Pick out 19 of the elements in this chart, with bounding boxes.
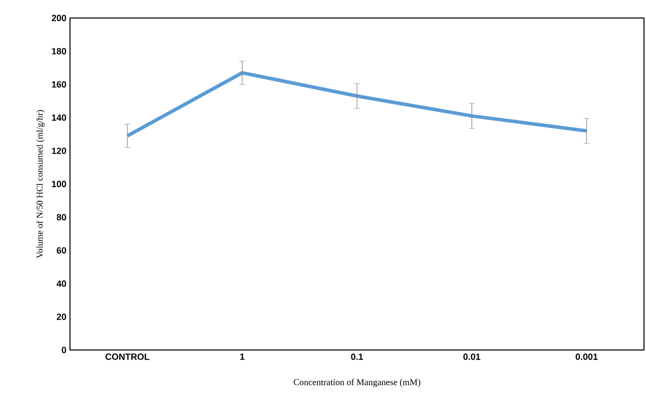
x-axis-title: Concentration of Manganese (mM) <box>294 378 420 388</box>
y-tick-label: 0 <box>62 346 66 354</box>
x-tick-label: 1 <box>240 354 244 360</box>
y-tick-label: 40 <box>56 280 66 287</box>
x-tick-label: 0.001 <box>576 354 598 360</box>
y-tick-label: 80 <box>56 214 66 220</box>
x-tick-label: CONTROL <box>106 354 150 360</box>
y-tick-label: 60 <box>56 247 66 254</box>
y-tick-label: 200 <box>52 14 66 22</box>
y-tick-label: 20 <box>56 314 66 320</box>
y-tick-label: 140 <box>52 114 66 121</box>
x-tick-label: 0.1 <box>351 354 364 360</box>
line-series <box>126 71 588 138</box>
y-tick-label: 120 <box>52 148 66 154</box>
x-tick-label: 0.01 <box>463 354 480 360</box>
y-tick-label: 100 <box>52 180 66 188</box>
y-tick-label: 160 <box>52 81 66 88</box>
y-tick-label: 180 <box>52 48 66 54</box>
y-axis-title: Volume of N/50 HCl consumed (ml/g/hr) <box>36 110 45 258</box>
